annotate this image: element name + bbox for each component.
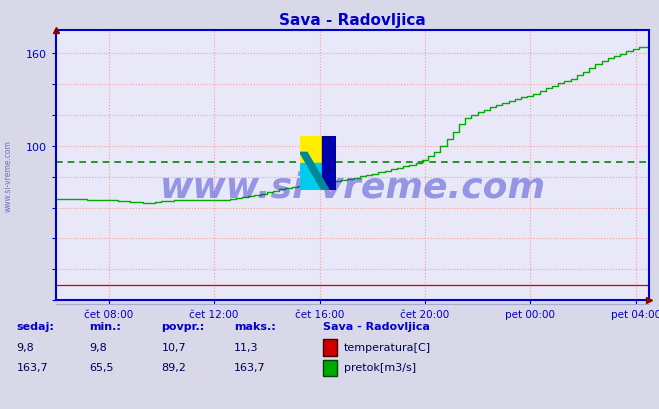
Text: povpr.:: povpr.:: [161, 321, 205, 331]
Bar: [300, 164, 322, 190]
Bar: [322, 137, 336, 190]
Text: sedaj:: sedaj:: [16, 321, 54, 331]
Text: www.si-vreme.com: www.si-vreme.com: [3, 140, 13, 212]
Text: 65,5: 65,5: [89, 362, 113, 372]
Text: 9,8: 9,8: [89, 342, 107, 352]
Text: 163,7: 163,7: [234, 362, 266, 372]
Text: Sava - Radovljica: Sava - Radovljica: [323, 321, 430, 331]
Text: 163,7: 163,7: [16, 362, 48, 372]
Text: temperatura[C]: temperatura[C]: [344, 342, 431, 352]
Text: min.:: min.:: [89, 321, 121, 331]
Text: maks.:: maks.:: [234, 321, 275, 331]
Text: 89,2: 89,2: [161, 362, 186, 372]
Text: www.si-vreme.com: www.si-vreme.com: [159, 170, 546, 204]
Text: pretok[m3/s]: pretok[m3/s]: [344, 362, 416, 372]
Text: 11,3: 11,3: [234, 342, 258, 352]
Bar: [300, 137, 322, 164]
Polygon shape: [300, 153, 329, 190]
Title: Sava - Radovljica: Sava - Radovljica: [279, 13, 426, 28]
Text: 9,8: 9,8: [16, 342, 34, 352]
Text: 10,7: 10,7: [161, 342, 186, 352]
